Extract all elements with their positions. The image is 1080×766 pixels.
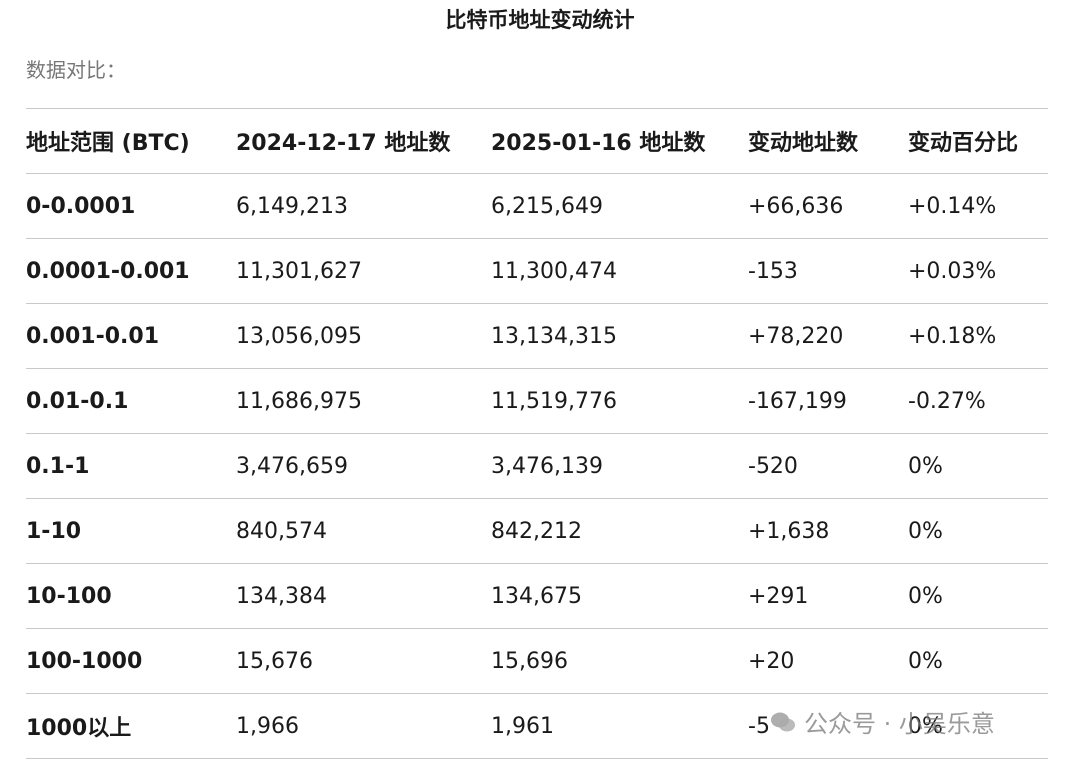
table-cell: 13,056,095 bbox=[236, 303, 491, 369]
table-cell: 0.01-0.1 bbox=[26, 368, 236, 434]
table-row: 0-0.0001 6,149,213 6,215,649 +66,636 +0.14% bbox=[26, 173, 1048, 239]
table-cell: 1000以上 bbox=[26, 693, 236, 759]
table-cell: 1,961 bbox=[491, 693, 748, 759]
table-cell: 840,574 bbox=[236, 498, 491, 564]
header-row: 地址范围 (BTC) 2024-12-17 地址数 2025-01-16 地址数 变动… bbox=[26, 108, 1048, 174]
table-body: 0-0.0001 6,149,213 6,215,649 +66,636 +0.14% 0… bbox=[26, 173, 1048, 759]
table-row: 1-10 840,574 842,212 +1,638 0% bbox=[26, 498, 1048, 564]
table-cell: +0.14% bbox=[908, 173, 1048, 239]
table-cell: -520 bbox=[748, 433, 908, 499]
table-row: 100-1000 15,676 15,696 +20 0% bbox=[26, 628, 1048, 694]
table-cell: 842,212 bbox=[491, 498, 748, 564]
table-cell: 15,696 bbox=[491, 628, 748, 694]
title: 比特币地址变动统计 bbox=[445, 8, 635, 32]
wechat-icon bbox=[771, 712, 795, 731]
table-cell: 0% bbox=[908, 628, 1048, 694]
table-cell: 6,149,213 bbox=[236, 173, 491, 239]
table-cell: +0.03% bbox=[908, 238, 1048, 304]
column-header: 2024-12-17 地址数 bbox=[236, 108, 491, 174]
table-cell: 0.001-0.01 bbox=[26, 303, 236, 369]
table-cell: 0% bbox=[908, 498, 1048, 564]
table-cell: 0% bbox=[908, 693, 1048, 759]
table-cell: +66,636 bbox=[748, 173, 908, 239]
table-cell: 11,300,474 bbox=[491, 238, 748, 304]
table-row: 10-100 134,384 134,675 +291 0% bbox=[26, 563, 1048, 629]
table-row: 1000以上 1,966 1,961 -5 0% bbox=[26, 693, 1048, 759]
table-cell: 11,686,975 bbox=[236, 368, 491, 434]
table-cell: -153 bbox=[748, 238, 908, 304]
table-cell: 1-10 bbox=[26, 498, 236, 564]
column-header: 变动百分比 bbox=[908, 108, 1048, 174]
table: 地址范围 (BTC) 2024-12-17 地址数 2025-01-16 地址数 变动… bbox=[26, 108, 1048, 759]
table-cell: 0.1-1 bbox=[26, 433, 236, 499]
table-cell: 3,476,139 bbox=[491, 433, 748, 499]
table-cell: 1,966 bbox=[236, 693, 491, 759]
table-cell: 134,675 bbox=[491, 563, 748, 629]
table-cell: 6,215,649 bbox=[491, 173, 748, 239]
table-cell: 0% bbox=[908, 433, 1048, 499]
watermark: 公众号 · 小吴乐意 bbox=[770, 704, 995, 739]
table-cell: 15,676 bbox=[236, 628, 491, 694]
table-row: 0.0001-0.001 11,301,627 11,300,474 -153 +0.0… bbox=[26, 238, 1048, 304]
table-cell: 11,301,627 bbox=[236, 238, 491, 304]
table-cell: 11,519,776 bbox=[491, 368, 748, 434]
table-cell: +0.18% bbox=[908, 303, 1048, 369]
table-row: 0.01-0.1 11,686,975 11,519,776 -167,199 -0.2… bbox=[26, 368, 1048, 434]
table-cell: +291 bbox=[748, 563, 908, 629]
table-cell: -167,199 bbox=[748, 368, 908, 434]
table-cell: -0.27% bbox=[908, 368, 1048, 434]
table-cell: 134,384 bbox=[236, 563, 491, 629]
table-cell: +1,638 bbox=[748, 498, 908, 564]
table-cell: 100-1000 bbox=[26, 628, 236, 694]
table-cell: 0.0001-0.001 bbox=[26, 238, 236, 304]
table-cell: 10-100 bbox=[26, 563, 236, 629]
table-cell: 0-0.0001 bbox=[26, 173, 236, 239]
watermark-text: 公众号 · 小吴乐意 bbox=[804, 710, 995, 738]
subtitle: 数据对比： bbox=[26, 58, 126, 82]
table-cell: +20 bbox=[748, 628, 908, 694]
table-cell: 13,134,315 bbox=[491, 303, 748, 369]
table-cell: -5 bbox=[748, 693, 908, 759]
column-header: 变动地址数 bbox=[748, 108, 908, 174]
table-cell: 3,476,659 bbox=[236, 433, 491, 499]
table-cell: 0% bbox=[908, 563, 1048, 629]
table-row: 0.1-1 3,476,659 3,476,139 -520 0% bbox=[26, 433, 1048, 499]
table-cell: +78,220 bbox=[748, 303, 908, 369]
column-header: 地址范围 (BTC) bbox=[26, 108, 236, 174]
table-row: 0.001-0.01 13,056,095 13,134,315 +78,220 +0.… bbox=[26, 303, 1048, 369]
column-header: 2025-01-16 地址数 bbox=[491, 108, 748, 174]
